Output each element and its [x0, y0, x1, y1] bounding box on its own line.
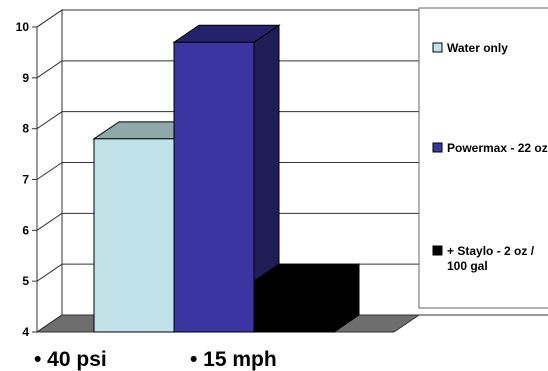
bar-front: [253, 280, 335, 333]
legend-swatch-1: [432, 42, 443, 53]
y-tick-label: 8: [22, 122, 29, 136]
bars: [92, 24, 361, 333]
legend-label-line: + Staylo - 2 oz /: [447, 244, 535, 258]
bar-2: [172, 24, 281, 333]
y-tick-label: 7: [22, 173, 29, 187]
gridline-depth: [36, 263, 63, 282]
gridline-depth: [36, 60, 63, 79]
y-tick-label: 10: [16, 20, 30, 34]
legend: [418, 7, 548, 309]
legend-label-3: + Staylo - 2 oz /100 gal: [447, 244, 535, 273]
y-tick-label: 5: [22, 274, 29, 288]
legend-swatch-2: [432, 142, 443, 153]
y-tick-label: 6: [22, 223, 29, 237]
gridline-depth: [36, 9, 63, 28]
legend-swatch-3: [432, 245, 443, 256]
legend-label-2: Powermax - 22 oz/A: [447, 141, 548, 155]
legend-label-line: Water only: [447, 41, 508, 55]
y-axis-ticks: 4 5 6 7 8 9 10: [16, 20, 30, 339]
bar-3: [252, 263, 361, 333]
gridline-depth: [36, 314, 63, 333]
footnote-speed: • 15 mph: [190, 348, 277, 371]
legend-label-line: 100 gal: [447, 259, 488, 273]
gridline-depth: [36, 212, 63, 231]
bar-front: [93, 138, 175, 333]
gridline-depth: [36, 162, 63, 180]
bar-front: [173, 41, 255, 333]
gridline-depth: [36, 111, 63, 130]
legend-label-line: Powermax - 22 oz/A: [447, 141, 548, 155]
legend-items: Water only Powermax - 22 oz/A + Staylo - 2…: [432, 41, 548, 273]
footnote-pressure: • 40 psi: [34, 348, 107, 371]
y-tick-label: 4: [22, 325, 29, 339]
legend-label-1: Water only: [447, 41, 508, 55]
y-tick-label: 9: [22, 71, 29, 85]
